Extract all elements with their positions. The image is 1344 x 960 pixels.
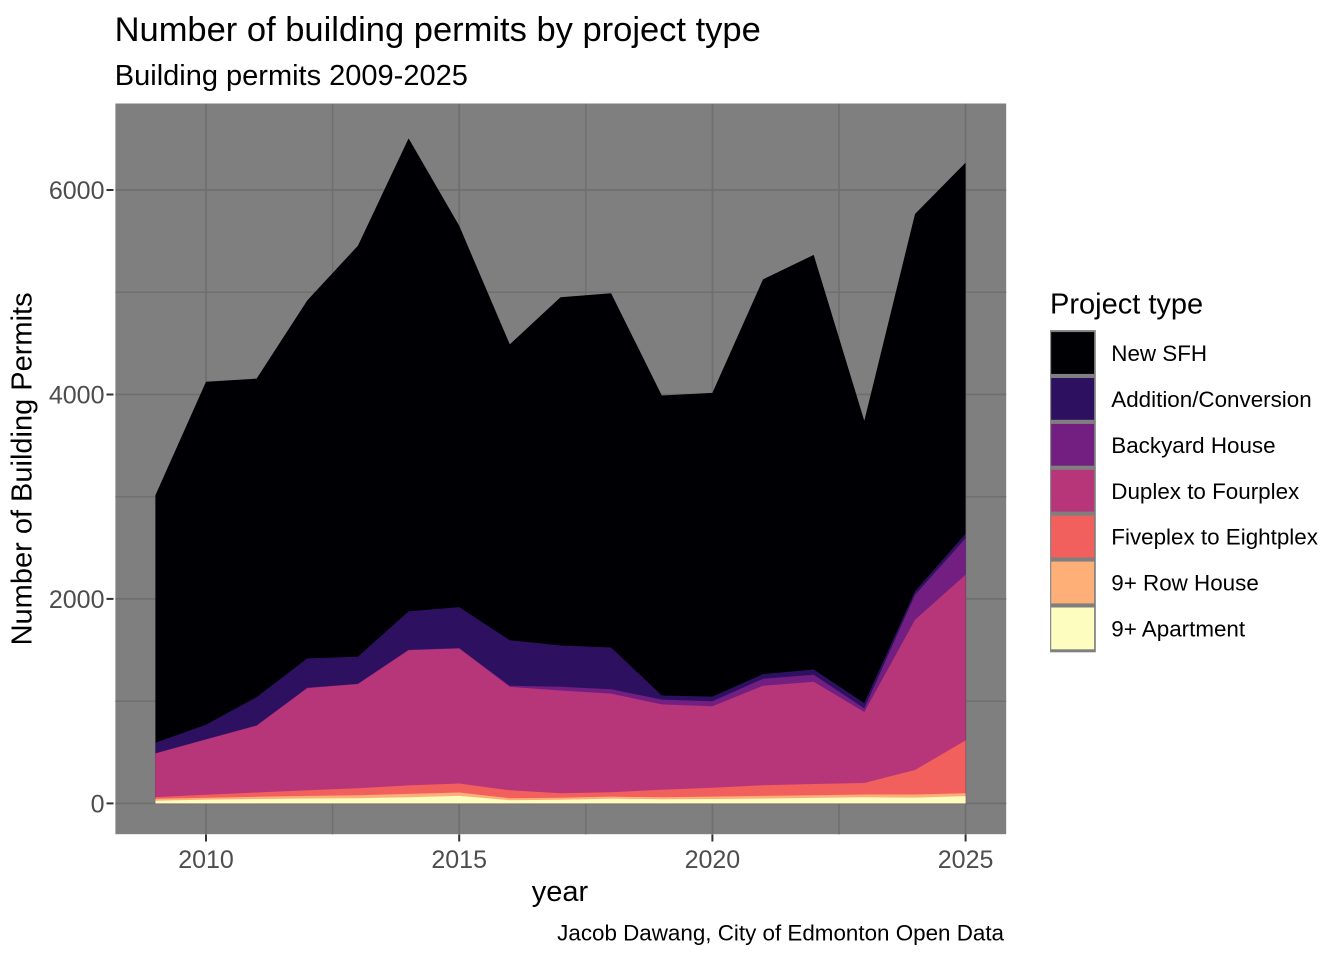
svg-text:Fiveplex to Eightplex: Fiveplex to Eightplex — [1111, 525, 1318, 550]
svg-text:Backyard House: Backyard House — [1111, 433, 1275, 458]
svg-text:2000: 2000 — [49, 586, 105, 614]
svg-text:Number of building permits by: Number of building permits by project ty… — [115, 11, 761, 49]
svg-text:year: year — [532, 876, 589, 908]
svg-text:New SFH: New SFH — [1111, 341, 1207, 366]
svg-text:Addition/Conversion: Addition/Conversion — [1111, 387, 1311, 412]
svg-text:2010: 2010 — [178, 846, 234, 874]
svg-text:2020: 2020 — [685, 846, 741, 874]
svg-text:2025: 2025 — [938, 846, 994, 874]
svg-text:9+ Row House: 9+ Row House — [1111, 571, 1259, 596]
svg-text:Project type: Project type — [1050, 289, 1203, 321]
svg-text:6000: 6000 — [49, 177, 105, 205]
svg-text:Building permits 2009-2025: Building permits 2009-2025 — [115, 60, 468, 92]
svg-text:4000: 4000 — [49, 382, 105, 410]
svg-text:Duplex to Fourplex: Duplex to Fourplex — [1111, 479, 1299, 504]
svg-text:9+ Apartment: 9+ Apartment — [1111, 617, 1246, 642]
svg-text:Jacob Dawang, City of Edmonton: Jacob Dawang, City of Edmonton Open Data — [557, 921, 1004, 946]
svg-text:0: 0 — [91, 791, 105, 819]
svg-text:Number of Building Permits: Number of Building Permits — [7, 292, 39, 645]
svg-text:2015: 2015 — [431, 846, 487, 874]
